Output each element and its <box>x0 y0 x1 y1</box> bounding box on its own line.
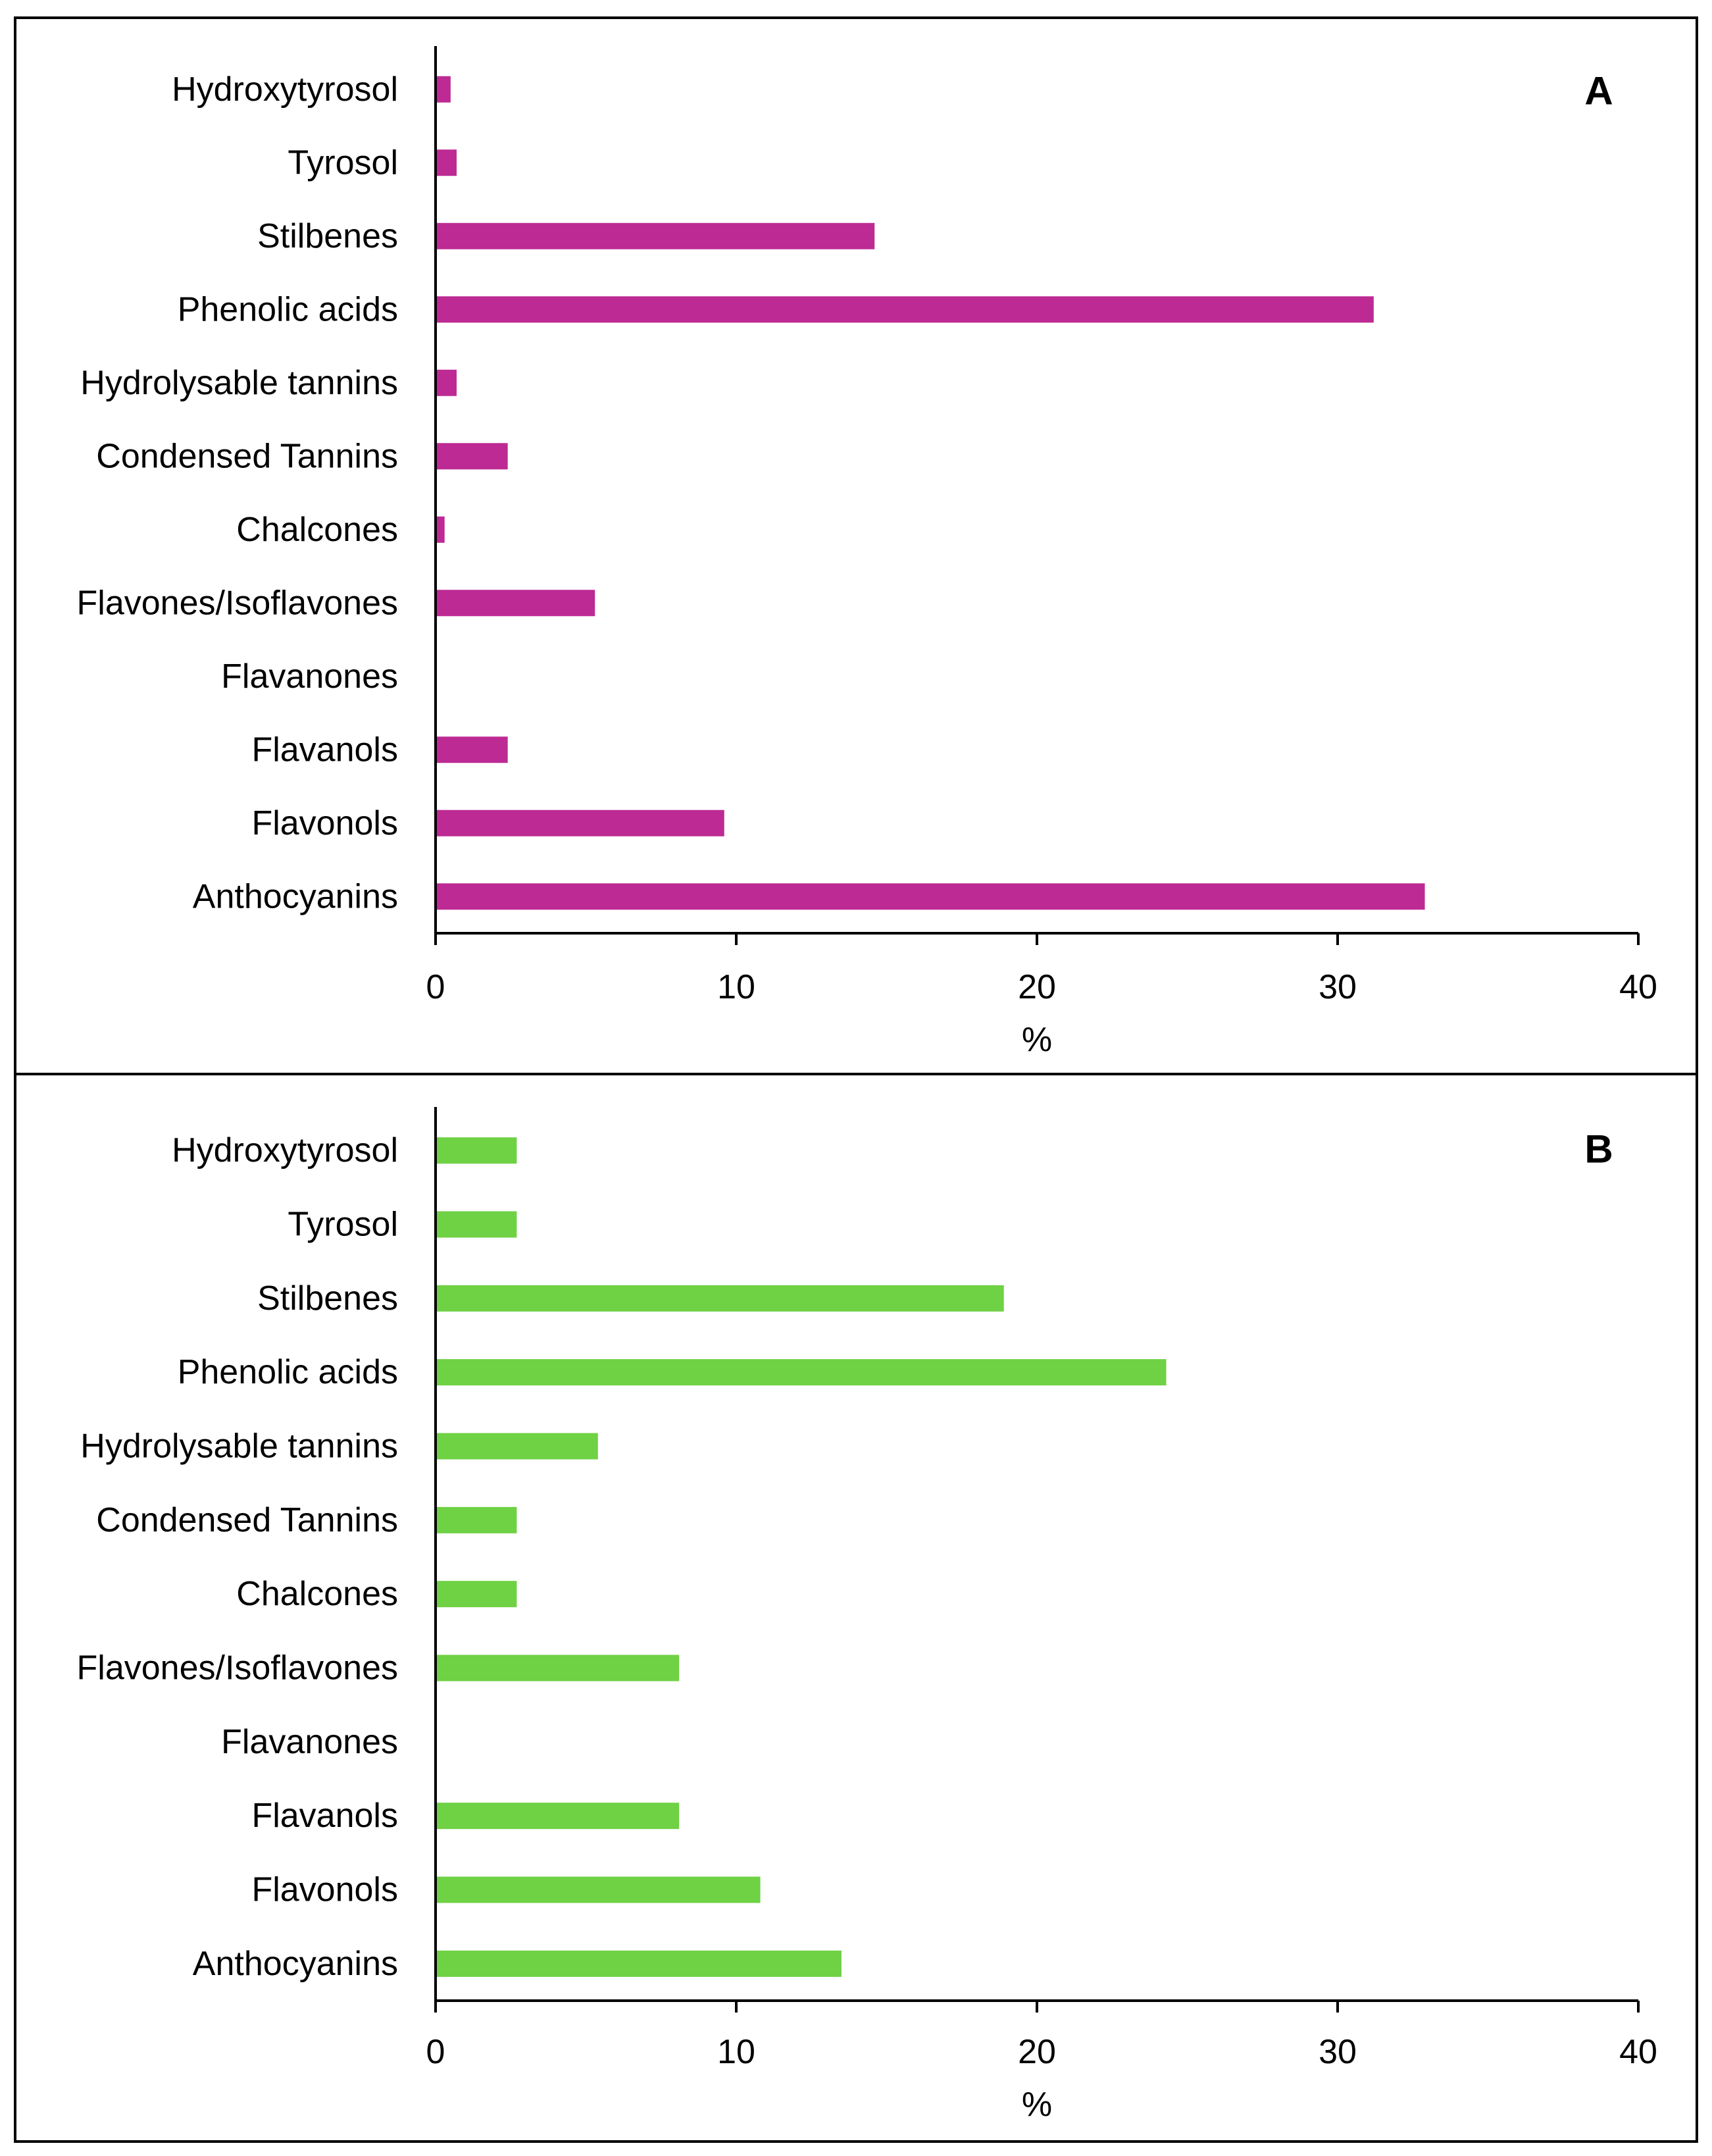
bar <box>436 1655 680 1681</box>
category-label: Tyrosol <box>288 143 398 182</box>
x-tick-label: 0 <box>426 968 445 1006</box>
panel-label: B <box>1584 1127 1613 1171</box>
bar <box>436 1137 517 1164</box>
category-label: Flavanones <box>221 1723 398 1761</box>
bar <box>436 369 457 396</box>
bar <box>436 443 508 470</box>
panel-a-chart: A Hydroxytyrosol Tyrosol Stilbenes Phenolic … <box>77 46 1657 1059</box>
x-tick-label: 20 <box>1018 2033 1056 2071</box>
bar <box>436 296 1374 323</box>
bar <box>436 1285 1004 1312</box>
category-label: Stilbenes <box>257 217 398 255</box>
x-tick-label: 30 <box>1319 2033 1357 2071</box>
category-label: Hydrolysable tannins <box>80 1427 398 1466</box>
category-label: Hydroxytyrosol <box>172 70 398 109</box>
bar <box>436 222 875 249</box>
x-axis-title: % <box>1022 2086 1052 2124</box>
bar <box>436 1433 598 1460</box>
bar <box>436 883 1425 910</box>
bar <box>436 1506 517 1533</box>
bar <box>436 736 508 763</box>
bar <box>436 1359 1167 1386</box>
bar <box>436 1211 517 1238</box>
category-label: Stilbenes <box>257 1279 398 1318</box>
category-label: Hydrolysable tannins <box>80 364 398 402</box>
category-label: Condensed Tannins <box>96 1501 398 1539</box>
bar <box>436 149 457 176</box>
category-label: Phenolic acids <box>178 1353 398 1391</box>
category-label: Anthocyanins <box>193 1945 398 1983</box>
x-tick-label: 10 <box>717 2033 755 2071</box>
x-tick-label: 40 <box>1619 968 1657 1006</box>
bar <box>436 809 724 836</box>
category-label: Flavanols <box>251 731 398 769</box>
category-label: Flavanones <box>221 657 398 696</box>
x-axis-title: % <box>1022 1021 1052 1059</box>
panel-b-chart: B Hydroxytyrosol Tyrosol Stilbenes Phenolic … <box>77 1107 1657 2124</box>
category-label: Anthocyanins <box>193 877 398 915</box>
category-label: Tyrosol <box>288 1206 398 1244</box>
category-label: Chalcones <box>236 511 398 549</box>
panel-label: A <box>1584 69 1613 113</box>
category-label: Phenolic acids <box>178 290 398 328</box>
category-label: Flavanols <box>251 1797 398 1835</box>
category-label: Flavonols <box>251 804 398 842</box>
x-tick-label: 20 <box>1018 968 1056 1006</box>
bar <box>436 76 451 103</box>
x-tick-label: 0 <box>426 2033 445 2071</box>
bar <box>436 516 445 543</box>
x-tick-label: 30 <box>1319 968 1357 1006</box>
bar <box>436 1803 680 1830</box>
bar <box>436 1876 761 1903</box>
x-tick-label: 40 <box>1619 2033 1657 2071</box>
category-label: Hydroxytyrosol <box>172 1131 398 1169</box>
category-label: Chalcones <box>236 1575 398 1613</box>
panel-b-frame <box>14 1073 1698 2143</box>
category-label: Flavonols <box>251 1871 398 1909</box>
x-tick-label: 10 <box>717 968 755 1006</box>
bar <box>436 1950 842 1977</box>
bar <box>436 1581 517 1608</box>
category-label: Flavones/Isoflavones <box>77 584 399 622</box>
bar <box>436 590 595 617</box>
category-label: Condensed Tannins <box>96 437 398 475</box>
category-label: Flavones/Isoflavones <box>77 1649 399 1687</box>
